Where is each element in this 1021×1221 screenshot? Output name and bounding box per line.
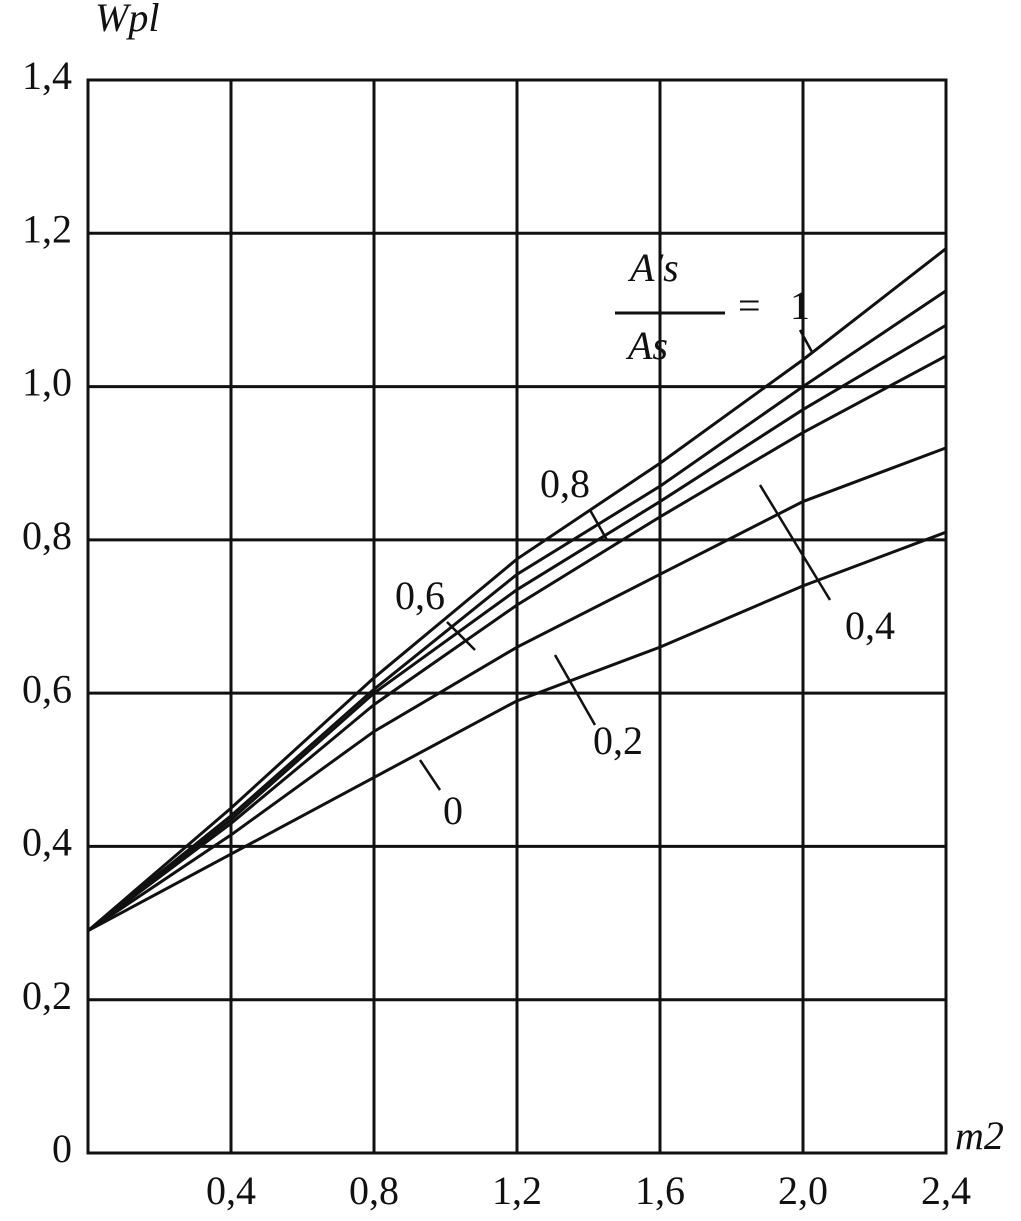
series-label: 0,4 [845, 603, 895, 648]
leader-line [758, 484, 832, 601]
ratio-numerator: A′s [627, 245, 679, 290]
x-tick-label: 2,4 [921, 1168, 971, 1213]
series-label: 0,2 [593, 718, 643, 763]
y-tick-label: 0 [52, 1126, 72, 1171]
y-tick-label: 0,4 [22, 820, 72, 865]
x-tick-label: 1,6 [635, 1168, 685, 1213]
ratio-denominator: As [625, 323, 668, 368]
x-tick-label: 1,2 [492, 1168, 542, 1213]
y-tick-label: 0,6 [22, 666, 72, 711]
y-tick-label: 0,8 [22, 513, 72, 558]
series-line [87, 530, 947, 933]
ratio-equals: = [738, 283, 761, 328]
leader-line [798, 329, 814, 353]
y-tick-label: 1,4 [22, 53, 72, 98]
y-tick-label: 1,2 [22, 206, 72, 251]
series-line [87, 446, 947, 932]
series-label: 0,8 [540, 461, 590, 506]
leader-line [553, 654, 597, 726]
x-tick-label: 0,8 [349, 1168, 399, 1213]
series-label: 0,6 [395, 573, 445, 618]
leader-line [588, 509, 609, 541]
series-line [87, 247, 947, 932]
y-axis-label: Wpl [95, 0, 159, 40]
series-label: 0 [443, 788, 463, 833]
series-line [87, 323, 947, 932]
plot-frame [86, 78, 948, 1155]
series-line [87, 354, 947, 932]
x-tick-label: 0,4 [206, 1168, 256, 1213]
y-tick-label: 0,2 [22, 973, 72, 1018]
y-tick-label: 1,0 [22, 360, 72, 405]
x-tick-label: 2,0 [778, 1168, 828, 1213]
series-line [87, 289, 947, 932]
series-label: 1 [790, 283, 810, 328]
leader-line [418, 759, 442, 791]
x-axis-label: m2 [955, 1113, 1004, 1158]
